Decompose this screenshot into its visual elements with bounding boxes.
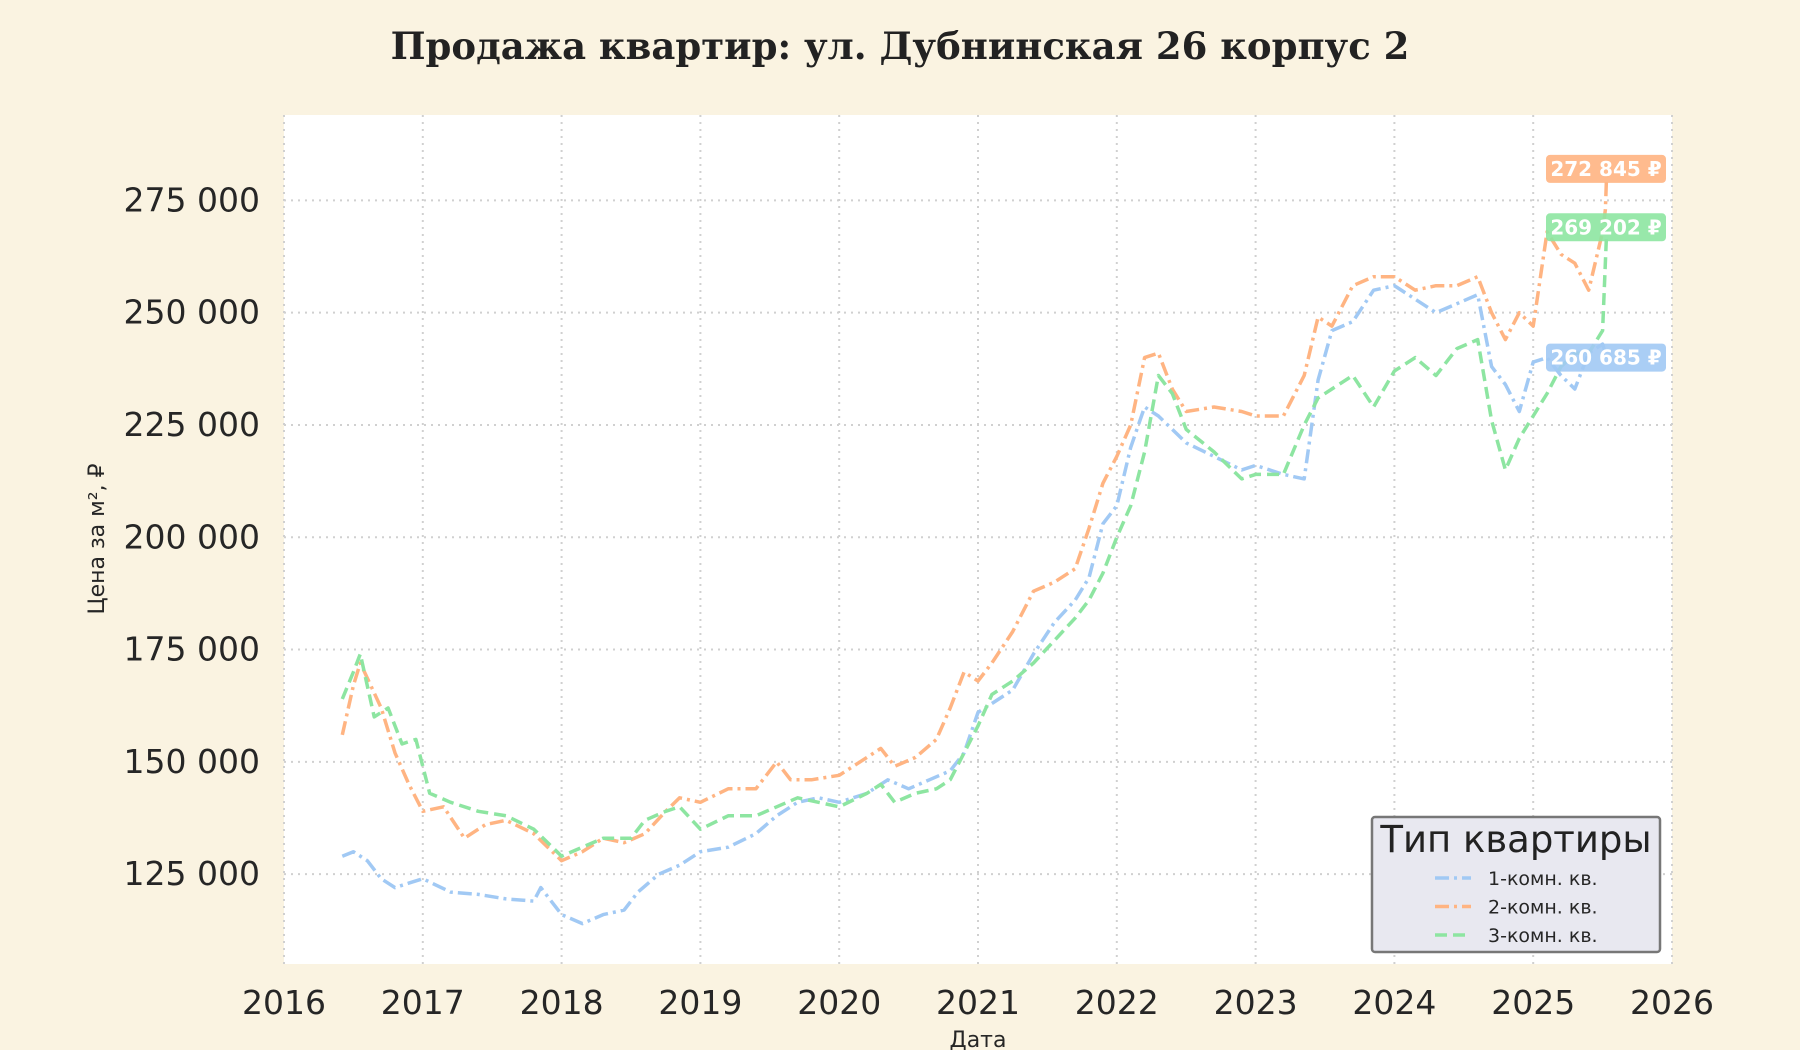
end-label-text: 269 202 ₽: [1550, 215, 1661, 239]
y-tick-label: 225 000: [124, 405, 260, 444]
y-tick-label: 175 000: [124, 630, 260, 669]
y-tick-label: 200 000: [124, 517, 260, 556]
x-tick-label: 2023: [1214, 983, 1298, 1022]
y-tick-label: 275 000: [124, 180, 260, 219]
legend-label: 2-комн. кв.: [1488, 897, 1598, 919]
y-tick-label: 250 000: [124, 293, 260, 332]
end-label-2: 272 845 ₽: [1546, 154, 1666, 183]
legend-title: Тип квартиры: [1379, 818, 1651, 861]
x-tick-label: 2026: [1630, 983, 1714, 1022]
x-tick-label: 2025: [1491, 983, 1575, 1022]
legend-entries: 1-комн. кв. 2-комн. кв. 3-комн. кв.: [1435, 868, 1598, 947]
series-layer: [340, 168, 1609, 926]
legend-entry-1: 1-комн. кв.: [1435, 868, 1598, 890]
tick-layer: 2016 2017 2018 2019 2020 2021 2022 2023 2024 2025…: [124, 180, 1714, 1022]
y-axis-label: Цена за м², ₽: [85, 463, 110, 614]
legend: Тип квартиры 1-комн. кв. 2-комн. кв. 3-ком…: [1370, 815, 1662, 954]
end-label-text: 260 685 ₽: [1550, 346, 1661, 370]
x-tick-label: 2024: [1352, 983, 1436, 1022]
end-label-badge: [1546, 213, 1666, 242]
x-tick-label: 2021: [936, 983, 1020, 1022]
end-label-badge: [1546, 154, 1666, 183]
end-label-3: 269 202 ₽: [1546, 213, 1666, 242]
series-line-1: [341, 283, 1609, 926]
x-tick-label: 2018: [520, 983, 604, 1022]
x-tick-label: 2022: [1075, 983, 1159, 1022]
end-label-text: 272 845 ₽: [1550, 157, 1661, 181]
chart-title: Продажа квартир: ул. Дубнинская 26 корпу…: [390, 24, 1410, 68]
legend-entry-3: 3-комн. кв.: [1435, 925, 1598, 947]
legend-label: 1-комн. кв.: [1488, 868, 1598, 890]
y-tick-label: 150 000: [124, 742, 260, 781]
legend-label: 3-комн. кв.: [1488, 925, 1598, 947]
x-tick-label: 2020: [797, 983, 881, 1022]
x-axis-label: Дата: [950, 1028, 1007, 1050]
x-tick-label: 2017: [381, 983, 465, 1022]
y-tick-label: 125 000: [124, 854, 260, 893]
end-label-layer: 260 685 ₽ 272 845 ₽ 269 202 ₽: [1546, 154, 1666, 372]
x-tick-label: 2019: [658, 983, 742, 1022]
series-line-2: [340, 168, 1609, 863]
x-tick-label: 2016: [242, 983, 326, 1022]
legend-box: [1370, 815, 1662, 954]
legend-entry-2: 2-комн. кв.: [1435, 897, 1598, 919]
end-label-badge: [1546, 343, 1666, 372]
end-label-1: 260 685 ₽: [1546, 343, 1666, 372]
